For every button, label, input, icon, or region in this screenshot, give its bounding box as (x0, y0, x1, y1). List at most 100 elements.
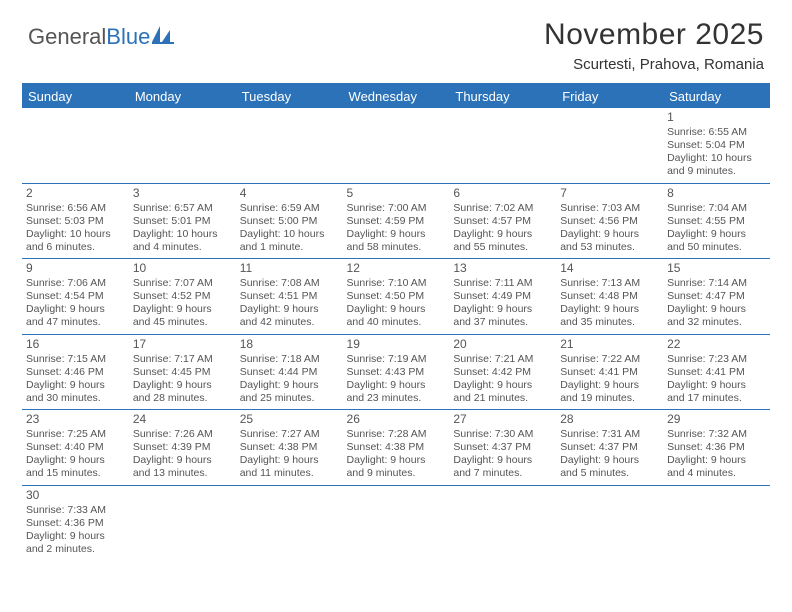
day-number: 5 (347, 186, 446, 201)
calendar-empty (449, 108, 556, 183)
day-number: 6 (453, 186, 552, 201)
brand-part1: General (28, 24, 106, 50)
calendar-day: 25Sunrise: 7:27 AMSunset: 4:38 PMDayligh… (236, 410, 343, 486)
sunrise-line: Sunrise: 7:23 AM (667, 353, 766, 366)
calendar-row: 16Sunrise: 7:15 AMSunset: 4:46 PMDayligh… (22, 334, 770, 410)
daylight-line: Daylight: 9 hours and 5 minutes. (560, 454, 659, 480)
day-number: 16 (26, 337, 125, 352)
calendar-day: 8Sunrise: 7:04 AMSunset: 4:55 PMDaylight… (663, 183, 770, 259)
calendar-empty (343, 485, 450, 560)
sunset-line: Sunset: 4:38 PM (240, 441, 339, 454)
sunrise-line: Sunrise: 7:13 AM (560, 277, 659, 290)
sunrise-line: Sunrise: 7:11 AM (453, 277, 552, 290)
sunrise-line: Sunrise: 7:32 AM (667, 428, 766, 441)
day-number: 2 (26, 186, 125, 201)
sunrise-line: Sunrise: 7:27 AM (240, 428, 339, 441)
brand-part2: Blue (106, 24, 150, 50)
day-number: 27 (453, 412, 552, 427)
calendar-empty (343, 108, 450, 183)
sunrise-line: Sunrise: 7:28 AM (347, 428, 446, 441)
sunset-line: Sunset: 4:49 PM (453, 290, 552, 303)
day-number: 4 (240, 186, 339, 201)
sunset-line: Sunset: 4:37 PM (560, 441, 659, 454)
daylight-line: Daylight: 9 hours and 53 minutes. (560, 228, 659, 254)
sunrise-line: Sunrise: 6:56 AM (26, 202, 125, 215)
daylight-line: Daylight: 9 hours and 4 minutes. (667, 454, 766, 480)
sunset-line: Sunset: 4:46 PM (26, 366, 125, 379)
calendar-day: 18Sunrise: 7:18 AMSunset: 4:44 PMDayligh… (236, 334, 343, 410)
sunrise-line: Sunrise: 7:31 AM (560, 428, 659, 441)
weekday-header: Saturday (663, 84, 770, 108)
daylight-line: Daylight: 9 hours and 23 minutes. (347, 379, 446, 405)
calendar-day: 9Sunrise: 7:06 AMSunset: 4:54 PMDaylight… (22, 259, 129, 335)
daylight-line: Daylight: 9 hours and 55 minutes. (453, 228, 552, 254)
sunset-line: Sunset: 4:36 PM (26, 517, 125, 530)
title-block: November 2025 Scurtesti, Prahova, Romani… (544, 18, 764, 73)
daylight-line: Daylight: 9 hours and 28 minutes. (133, 379, 232, 405)
calendar-day: 19Sunrise: 7:19 AMSunset: 4:43 PMDayligh… (343, 334, 450, 410)
sunrise-line: Sunrise: 7:19 AM (347, 353, 446, 366)
calendar-table: SundayMondayTuesdayWednesdayThursdayFrid… (22, 83, 770, 560)
calendar-day: 27Sunrise: 7:30 AMSunset: 4:37 PMDayligh… (449, 410, 556, 486)
day-number: 1 (667, 110, 766, 125)
sunrise-line: Sunrise: 6:57 AM (133, 202, 232, 215)
sunrise-line: Sunrise: 7:04 AM (667, 202, 766, 215)
day-number: 15 (667, 261, 766, 276)
sunset-line: Sunset: 4:59 PM (347, 215, 446, 228)
sunset-line: Sunset: 4:52 PM (133, 290, 232, 303)
month-title: November 2025 (544, 18, 764, 52)
sunset-line: Sunset: 4:54 PM (26, 290, 125, 303)
location-text: Scurtesti, Prahova, Romania (544, 56, 764, 73)
sunset-line: Sunset: 4:37 PM (453, 441, 552, 454)
sunset-line: Sunset: 4:45 PM (133, 366, 232, 379)
calendar-day: 28Sunrise: 7:31 AMSunset: 4:37 PMDayligh… (556, 410, 663, 486)
daylight-line: Daylight: 9 hours and 9 minutes. (347, 454, 446, 480)
day-number: 28 (560, 412, 659, 427)
daylight-line: Daylight: 9 hours and 58 minutes. (347, 228, 446, 254)
sunset-line: Sunset: 4:43 PM (347, 366, 446, 379)
sunset-line: Sunset: 4:42 PM (453, 366, 552, 379)
sunset-line: Sunset: 4:36 PM (667, 441, 766, 454)
calendar-row: 2Sunrise: 6:56 AMSunset: 5:03 PMDaylight… (22, 183, 770, 259)
calendar-day: 21Sunrise: 7:22 AMSunset: 4:41 PMDayligh… (556, 334, 663, 410)
sail-icon (152, 24, 174, 50)
calendar-row: 9Sunrise: 7:06 AMSunset: 4:54 PMDaylight… (22, 259, 770, 335)
calendar-body: 1Sunrise: 6:55 AMSunset: 5:04 PMDaylight… (22, 108, 770, 560)
calendar-empty (129, 108, 236, 183)
day-number: 25 (240, 412, 339, 427)
sunrise-line: Sunrise: 6:55 AM (667, 126, 766, 139)
day-number: 3 (133, 186, 232, 201)
daylight-line: Daylight: 9 hours and 17 minutes. (667, 379, 766, 405)
sunset-line: Sunset: 4:56 PM (560, 215, 659, 228)
sunset-line: Sunset: 4:47 PM (667, 290, 766, 303)
daylight-line: Daylight: 9 hours and 35 minutes. (560, 303, 659, 329)
calendar-row: 23Sunrise: 7:25 AMSunset: 4:40 PMDayligh… (22, 410, 770, 486)
calendar-day: 4Sunrise: 6:59 AMSunset: 5:00 PMDaylight… (236, 183, 343, 259)
calendar-empty (129, 485, 236, 560)
sunset-line: Sunset: 4:39 PM (133, 441, 232, 454)
daylight-line: Daylight: 9 hours and 32 minutes. (667, 303, 766, 329)
sunset-line: Sunset: 4:41 PM (667, 366, 766, 379)
calendar-day: 11Sunrise: 7:08 AMSunset: 4:51 PMDayligh… (236, 259, 343, 335)
daylight-line: Daylight: 10 hours and 6 minutes. (26, 228, 125, 254)
sunrise-line: Sunrise: 7:33 AM (26, 504, 125, 517)
day-number: 23 (26, 412, 125, 427)
calendar-empty (663, 485, 770, 560)
sunset-line: Sunset: 4:50 PM (347, 290, 446, 303)
sunset-line: Sunset: 5:01 PM (133, 215, 232, 228)
sunset-line: Sunset: 5:04 PM (667, 139, 766, 152)
calendar-empty (449, 485, 556, 560)
calendar-day: 30Sunrise: 7:33 AMSunset: 4:36 PMDayligh… (22, 485, 129, 560)
calendar-day: 29Sunrise: 7:32 AMSunset: 4:36 PMDayligh… (663, 410, 770, 486)
sunrise-line: Sunrise: 7:22 AM (560, 353, 659, 366)
page-header: GeneralBlue November 2025 Scurtesti, Pra… (0, 0, 792, 79)
daylight-line: Daylight: 10 hours and 9 minutes. (667, 152, 766, 178)
day-number: 18 (240, 337, 339, 352)
sunrise-line: Sunrise: 7:17 AM (133, 353, 232, 366)
sunset-line: Sunset: 4:41 PM (560, 366, 659, 379)
sunrise-line: Sunrise: 7:00 AM (347, 202, 446, 215)
calendar-day: 2Sunrise: 6:56 AMSunset: 5:03 PMDaylight… (22, 183, 129, 259)
day-number: 12 (347, 261, 446, 276)
daylight-line: Daylight: 9 hours and 2 minutes. (26, 530, 125, 556)
weekday-header: Tuesday (236, 84, 343, 108)
